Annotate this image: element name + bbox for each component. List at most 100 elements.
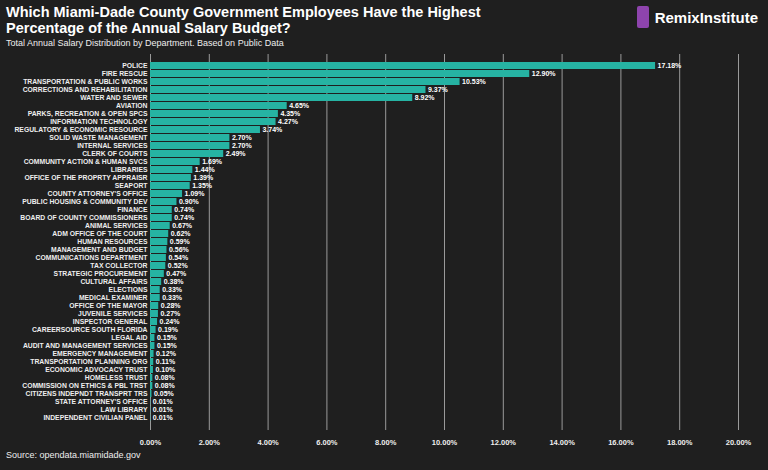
svg-text:JUVENILE SERVICES: JUVENILE SERVICES — [78, 310, 148, 317]
svg-text:COMMUNICATIONS DEPARTMENT: COMMUNICATIONS DEPARTMENT — [36, 254, 149, 261]
svg-text:FINANCE: FINANCE — [117, 206, 148, 213]
svg-text:CORRECTIONS AND REHABILITATION: CORRECTIONS AND REHABILITATION — [23, 86, 148, 93]
svg-text:INTERNAL SERVICES: INTERNAL SERVICES — [77, 142, 148, 149]
svg-text:COMMISSION ON ETHICS & PBL TRS: COMMISSION ON ETHICS & PBL TRST — [22, 382, 148, 389]
svg-text:0.59%: 0.59% — [170, 238, 191, 245]
svg-text:CLERK OF COURTS: CLERK OF COURTS — [82, 150, 148, 157]
svg-text:PARKS, RECREATION & OPEN SPCS: PARKS, RECREATION & OPEN SPCS — [28, 110, 148, 118]
svg-text:CULTURAL AFFAIRS: CULTURAL AFFAIRS — [80, 278, 148, 285]
svg-text:4.00%: 4.00% — [257, 438, 279, 447]
svg-text:TAX COLLECTOR: TAX COLLECTOR — [90, 262, 147, 269]
svg-text:0.74%: 0.74% — [174, 206, 195, 213]
svg-text:0.56%: 0.56% — [169, 246, 190, 253]
svg-text:2.70%: 2.70% — [232, 142, 253, 149]
svg-text:10.53%: 10.53% — [462, 78, 487, 85]
svg-text:0.38%: 0.38% — [164, 278, 185, 285]
svg-text:MEDICAL EXAMINER: MEDICAL EXAMINER — [79, 294, 148, 301]
svg-text:8.00%: 8.00% — [375, 438, 397, 447]
svg-text:COMMUNITY ACTION & HUMAN SVCS: COMMUNITY ACTION & HUMAN SVCS — [24, 158, 148, 165]
svg-text:14.00%: 14.00% — [549, 438, 575, 447]
svg-text:2.49%: 2.49% — [226, 150, 247, 157]
svg-text:BOARD OF COUNTY COMMISSIONERS: BOARD OF COUNTY COMMISSIONERS — [20, 214, 148, 221]
svg-text:WATER AND SEWER: WATER AND SEWER — [80, 94, 147, 101]
svg-text:0.90%: 0.90% — [179, 198, 200, 205]
svg-text:0.74%: 0.74% — [174, 214, 195, 221]
svg-text:REGULATORY & ECONOMIC RESOURCE: REGULATORY & ECONOMIC RESOURCE — [14, 126, 148, 133]
svg-text:LAW LIBRARY: LAW LIBRARY — [101, 406, 148, 413]
svg-text:COUNTY ATTORNEY'S OFFICE: COUNTY ATTORNEY'S OFFICE — [48, 190, 148, 197]
svg-text:12.00%: 12.00% — [491, 438, 517, 447]
svg-text:0.08%: 0.08% — [155, 374, 176, 381]
svg-text:0.08%: 0.08% — [155, 382, 176, 389]
svg-text:HUMAN RESOURCES: HUMAN RESOURCES — [77, 238, 148, 245]
svg-text:0.28%: 0.28% — [161, 302, 182, 309]
svg-text:LIBRARIES: LIBRARIES — [111, 166, 148, 173]
svg-text:9.37%: 9.37% — [428, 86, 449, 93]
svg-text:OFFICE OF THE MAYOR: OFFICE OF THE MAYOR — [69, 302, 147, 309]
svg-text:ELECTIONS: ELECTIONS — [109, 286, 148, 293]
svg-text:ADM OFFICE OF THE COURT: ADM OFFICE OF THE COURT — [52, 230, 148, 237]
svg-text:4.65%: 4.65% — [289, 102, 310, 109]
svg-text:STRATEGIC PROCUREMENT: STRATEGIC PROCUREMENT — [54, 270, 149, 277]
svg-text:2.00%: 2.00% — [199, 438, 221, 447]
svg-text:6.00%: 6.00% — [316, 438, 338, 447]
svg-text:0.10%: 0.10% — [155, 366, 176, 373]
svg-text:1.69%: 1.69% — [202, 158, 223, 165]
svg-text:ECONOMIC ADVOCACY TRUST: ECONOMIC ADVOCACY TRUST — [45, 366, 148, 373]
svg-text:3.74%: 3.74% — [262, 126, 283, 133]
svg-text:CITIZENS INDEPNDT TRANSPRT TRS: CITIZENS INDEPNDT TRANSPRT TRS — [26, 390, 148, 397]
svg-text:0.33%: 0.33% — [162, 294, 183, 301]
svg-text:CAREERSOURCE SOUTH FLORIDA: CAREERSOURCE SOUTH FLORIDA — [32, 326, 148, 333]
svg-text:0.05%: 0.05% — [154, 390, 175, 397]
svg-text:0.15%: 0.15% — [157, 334, 178, 341]
svg-text:1.44%: 1.44% — [195, 166, 216, 173]
svg-text:0.11%: 0.11% — [156, 358, 176, 365]
svg-text:INSPECTOR GENERAL: INSPECTOR GENERAL — [73, 318, 148, 325]
svg-text:AVIATION: AVIATION — [116, 102, 148, 109]
svg-text:MANAGEMENT AND BUDGET: MANAGEMENT AND BUDGET — [51, 246, 148, 253]
svg-text:8.92%: 8.92% — [415, 94, 436, 101]
svg-text:2.70%: 2.70% — [232, 134, 253, 141]
svg-text:17.18%: 17.18% — [658, 62, 683, 69]
svg-text:HOMELESS TRUST: HOMELESS TRUST — [85, 374, 149, 381]
svg-text:12.90%: 12.90% — [532, 70, 557, 77]
svg-text:TRANSPORTATION PLANNING ORG: TRANSPORTATION PLANNING ORG — [30, 358, 147, 365]
svg-text:0.01%: 0.01% — [153, 414, 174, 421]
svg-text:0.24%: 0.24% — [160, 318, 181, 325]
svg-text:0.19%: 0.19% — [158, 326, 179, 333]
svg-text:0.33%: 0.33% — [162, 286, 183, 293]
svg-text:1.35%: 1.35% — [192, 182, 213, 189]
svg-text:AUDIT AND MANAGEMENT SERVICES: AUDIT AND MANAGEMENT SERVICES — [23, 342, 148, 349]
svg-text:SOLID WASTE MANAGEMENT: SOLID WASTE MANAGEMENT — [49, 134, 148, 141]
svg-text:0.52%: 0.52% — [168, 262, 189, 269]
svg-text:LEGAL AID: LEGAL AID — [111, 334, 147, 341]
svg-text:18.00%: 18.00% — [667, 438, 693, 447]
svg-text:EMERGENCY MANAGEMENT: EMERGENCY MANAGEMENT — [52, 350, 148, 357]
svg-text:1.09%: 1.09% — [185, 190, 206, 197]
svg-text:4.35%: 4.35% — [280, 110, 301, 117]
svg-text:INDEPENDENT CIVILIAN PANEL: INDEPENDENT CIVILIAN PANEL — [43, 414, 147, 421]
svg-text:ANIMAL SERVICES: ANIMAL SERVICES — [85, 222, 148, 229]
svg-text:0.12%: 0.12% — [156, 350, 177, 357]
svg-text:INFORMATION TECHNOLOGY: INFORMATION TECHNOLOGY — [50, 118, 148, 125]
svg-text:20.00%: 20.00% — [726, 438, 752, 447]
svg-text:OFFICE OF THE PROPRTY APPRAISR: OFFICE OF THE PROPRTY APPRAISR — [24, 174, 147, 181]
svg-text:POLICE: POLICE — [122, 62, 148, 69]
svg-text:0.27%: 0.27% — [160, 310, 181, 317]
svg-text:0.01%: 0.01% — [153, 398, 174, 405]
svg-text:16.00%: 16.00% — [608, 438, 634, 447]
svg-text:10.00%: 10.00% — [432, 438, 458, 447]
svg-text:FIRE RESCUE: FIRE RESCUE — [102, 70, 148, 77]
svg-text:0.62%: 0.62% — [171, 230, 192, 237]
svg-text:4.27%: 4.27% — [278, 118, 299, 125]
svg-text:SEAPORT: SEAPORT — [115, 182, 149, 189]
svg-text:0.15%: 0.15% — [157, 342, 178, 349]
svg-text:1.39%: 1.39% — [193, 174, 214, 181]
svg-text:0.01%: 0.01% — [153, 406, 174, 413]
svg-text:0.54%: 0.54% — [168, 254, 189, 261]
svg-text:TRANSPORTATION & PUBLIC WORKS: TRANSPORTATION & PUBLIC WORKS — [23, 78, 148, 85]
svg-text:0.00%: 0.00% — [140, 438, 162, 447]
svg-text:STATE ATTORNEY'S OFFICE: STATE ATTORNEY'S OFFICE — [55, 398, 148, 405]
svg-text:PUBLIC HOUSING & COMMUNITY DEV: PUBLIC HOUSING & COMMUNITY DEV — [22, 198, 148, 205]
svg-text:0.67%: 0.67% — [172, 222, 193, 229]
